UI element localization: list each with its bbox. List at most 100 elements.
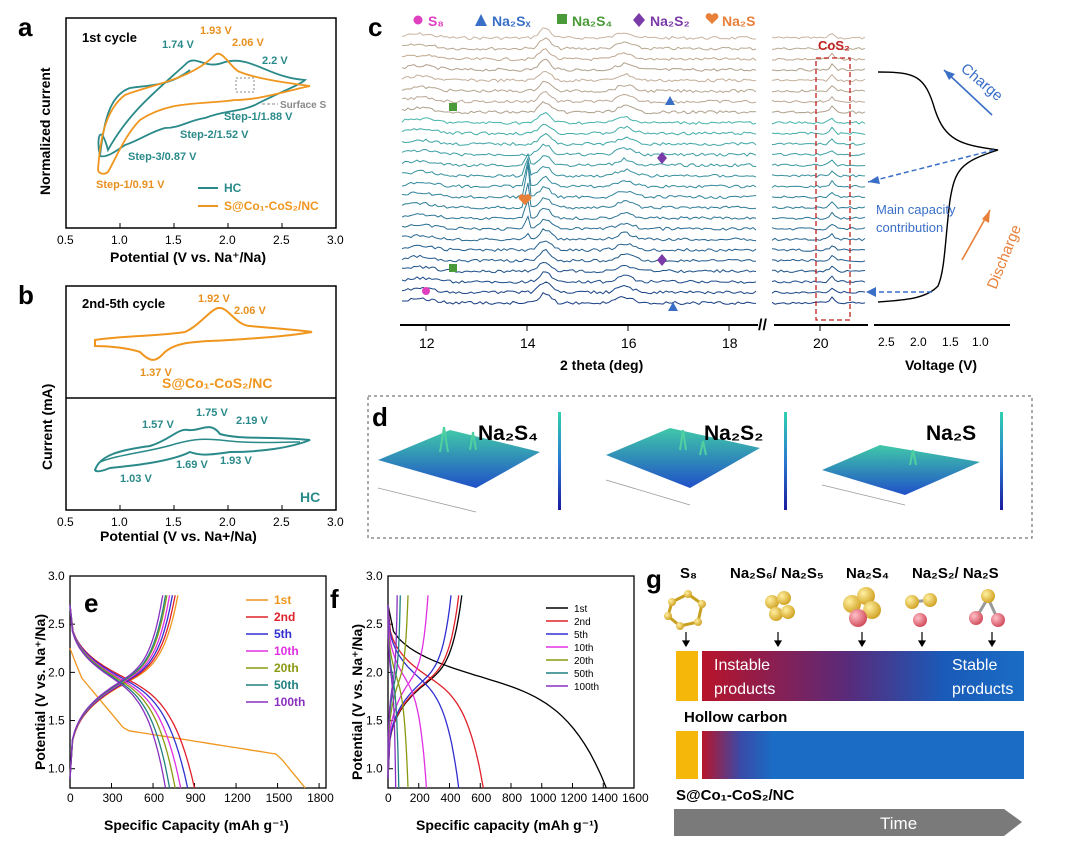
panel-b-sco-name: S@Co₁-CoS₂/NC (162, 375, 272, 391)
xrd-pattern (401, 111, 757, 125)
marker-na2s2-top (657, 152, 667, 164)
ann-174: 1.74 V (162, 39, 194, 51)
surface-na2s2-peaks (679, 429, 707, 456)
panel-a-frame (65, 17, 337, 229)
legend-na2s2-marker (633, 13, 645, 27)
e-discharge-curve (69, 604, 189, 789)
discharge-label: Discharge (984, 223, 1025, 292)
f-charge-curve (387, 595, 460, 779)
f-xtick: 1200 (561, 791, 588, 805)
e-discharge-curve (69, 648, 306, 789)
xrd-patterns-main (401, 27, 757, 306)
xrd-pattern (401, 240, 757, 253)
e-ytick: 2.0 (48, 665, 65, 679)
xrd-pattern (401, 27, 756, 41)
xrd-pattern (401, 58, 757, 72)
e-xtick: 600 (144, 791, 164, 805)
f-xtick: 400 (441, 791, 461, 805)
panel-c: c S₈ Na₂Sₓ Na₂S₄ Na₂S₂ Na₂S CoS₂ // 12 14… (368, 12, 1025, 373)
panel-b-hc-inner (99, 438, 301, 463)
xrd-xtick: 14 (520, 335, 536, 351)
colorbar-na2s4 (558, 412, 561, 510)
cos2-label: CoS₂ (818, 38, 850, 53)
panel-a-xtick: 2.5 (273, 233, 290, 247)
panel-a-xtick: 2.0 (219, 233, 236, 247)
e-ytick: 1.0 (48, 762, 65, 776)
main-capacity-line2: contribution (876, 220, 943, 235)
map-na2s2: Na₂S₂ (605, 412, 787, 510)
xrd-pattern-cos2 (771, 52, 866, 61)
e-legend-text: 1st (274, 593, 291, 607)
panel-f-legend: 1st 2nd 5th 10th 20th 50th 100th (546, 604, 599, 693)
ann-b-169: 1.69 V (176, 459, 208, 471)
e-legend-text: 20th (274, 661, 299, 675)
legend-na2sx-marker (475, 14, 487, 26)
panel-e-curves (69, 595, 306, 789)
f-ytick: 2.0 (366, 665, 383, 679)
map-na2s-title: Na₂S (926, 422, 976, 445)
xrd-pattern (401, 132, 757, 147)
e-xtick: 300 (103, 791, 123, 805)
surface-na2s2-axis (605, 479, 691, 506)
surface-na2s-axis (821, 484, 906, 506)
xrd-pattern-cos2 (771, 159, 866, 167)
panel-e-frame (69, 575, 327, 789)
marker-na2s2-bottom (657, 254, 667, 266)
ann-b-157: 1.57 V (142, 419, 174, 431)
panel-c-label: c (368, 12, 382, 42)
panel-a-xlabel: Potential (V vs. Na⁺/Na) (110, 249, 266, 265)
molecule-na2s (969, 589, 1005, 627)
xrd-pattern (401, 228, 757, 242)
panel-a-xtick: 3.0 (327, 233, 344, 247)
panel-g: g S₈ Na₂S₆/ Na₂S₅ Na₂S₄ Na₂S₂/ Na₂S (646, 564, 1024, 836)
xrd-pattern (401, 281, 757, 295)
e-ytick: 1.5 (48, 714, 65, 728)
xrd-xtick: 12 (419, 335, 435, 351)
f-charge-curve (387, 595, 452, 779)
panel-b-xtick: 0.5 (57, 515, 74, 529)
ann-step1-188: Step-1/1.88 V (224, 111, 293, 123)
xrd-pattern (401, 214, 757, 232)
panel-a-ylabel: Normalized current (37, 67, 53, 195)
xrd-pattern-cos2 (771, 126, 866, 136)
f-xtick: 0 (385, 791, 392, 805)
xrd-pattern (401, 198, 757, 221)
f-legend-text: 1st (574, 604, 588, 615)
voltage-xlabel: Voltage (V) (905, 357, 977, 373)
molecule-s8 (664, 590, 706, 630)
xrd-pattern-cos2 (771, 33, 866, 40)
f-discharge-curve (387, 604, 460, 789)
panel-b-xtick: 1.5 (165, 515, 182, 529)
xrd-pattern-cos2 (771, 138, 866, 146)
xrd-pattern (401, 48, 757, 62)
panel-b-ylabel: Current (mA) (39, 384, 55, 470)
panel-e: e Potential (V vs. Na⁺/Na) Specific Capa… (32, 569, 334, 833)
species-na2s4: Na₂S₄ (846, 565, 889, 582)
charge-arrowhead (944, 70, 955, 80)
ann-step2-152: Step-2/1.52 V (180, 129, 249, 141)
xrd-pattern-cos2 (771, 73, 866, 83)
xrd-pattern-cos2 (771, 41, 866, 51)
panel-b-label: b (18, 280, 34, 310)
stable-line2: products (952, 681, 1013, 698)
f-ytick: 2.5 (366, 617, 383, 631)
panel-b-xtick: 2.0 (219, 515, 236, 529)
ann-206: 2.06 V (232, 37, 264, 49)
time-label: Time (880, 814, 917, 833)
species-s8: S₈ (680, 565, 697, 582)
f-charge-curve (387, 595, 429, 779)
panel-e-ylabel: Potential (V vs. Na⁺/Na) (32, 614, 48, 770)
voltage-profile (877, 71, 999, 303)
e-discharge-curve (69, 604, 167, 789)
panel-a-xtick: 1.5 (165, 233, 182, 247)
f-legend-text: 10th (574, 643, 593, 654)
f-xtick: 1600 (622, 791, 649, 805)
xrd-pattern (401, 248, 757, 263)
xrd-xlabel: 2 theta (deg) (560, 357, 643, 373)
xrd-pattern (401, 182, 757, 210)
ann-b-206: 2.06 V (234, 305, 266, 317)
xrd-pattern-cos2 (771, 254, 866, 263)
instable-line2: products (714, 681, 775, 698)
time-arrow (674, 809, 1022, 836)
marker-na2s (518, 194, 532, 205)
